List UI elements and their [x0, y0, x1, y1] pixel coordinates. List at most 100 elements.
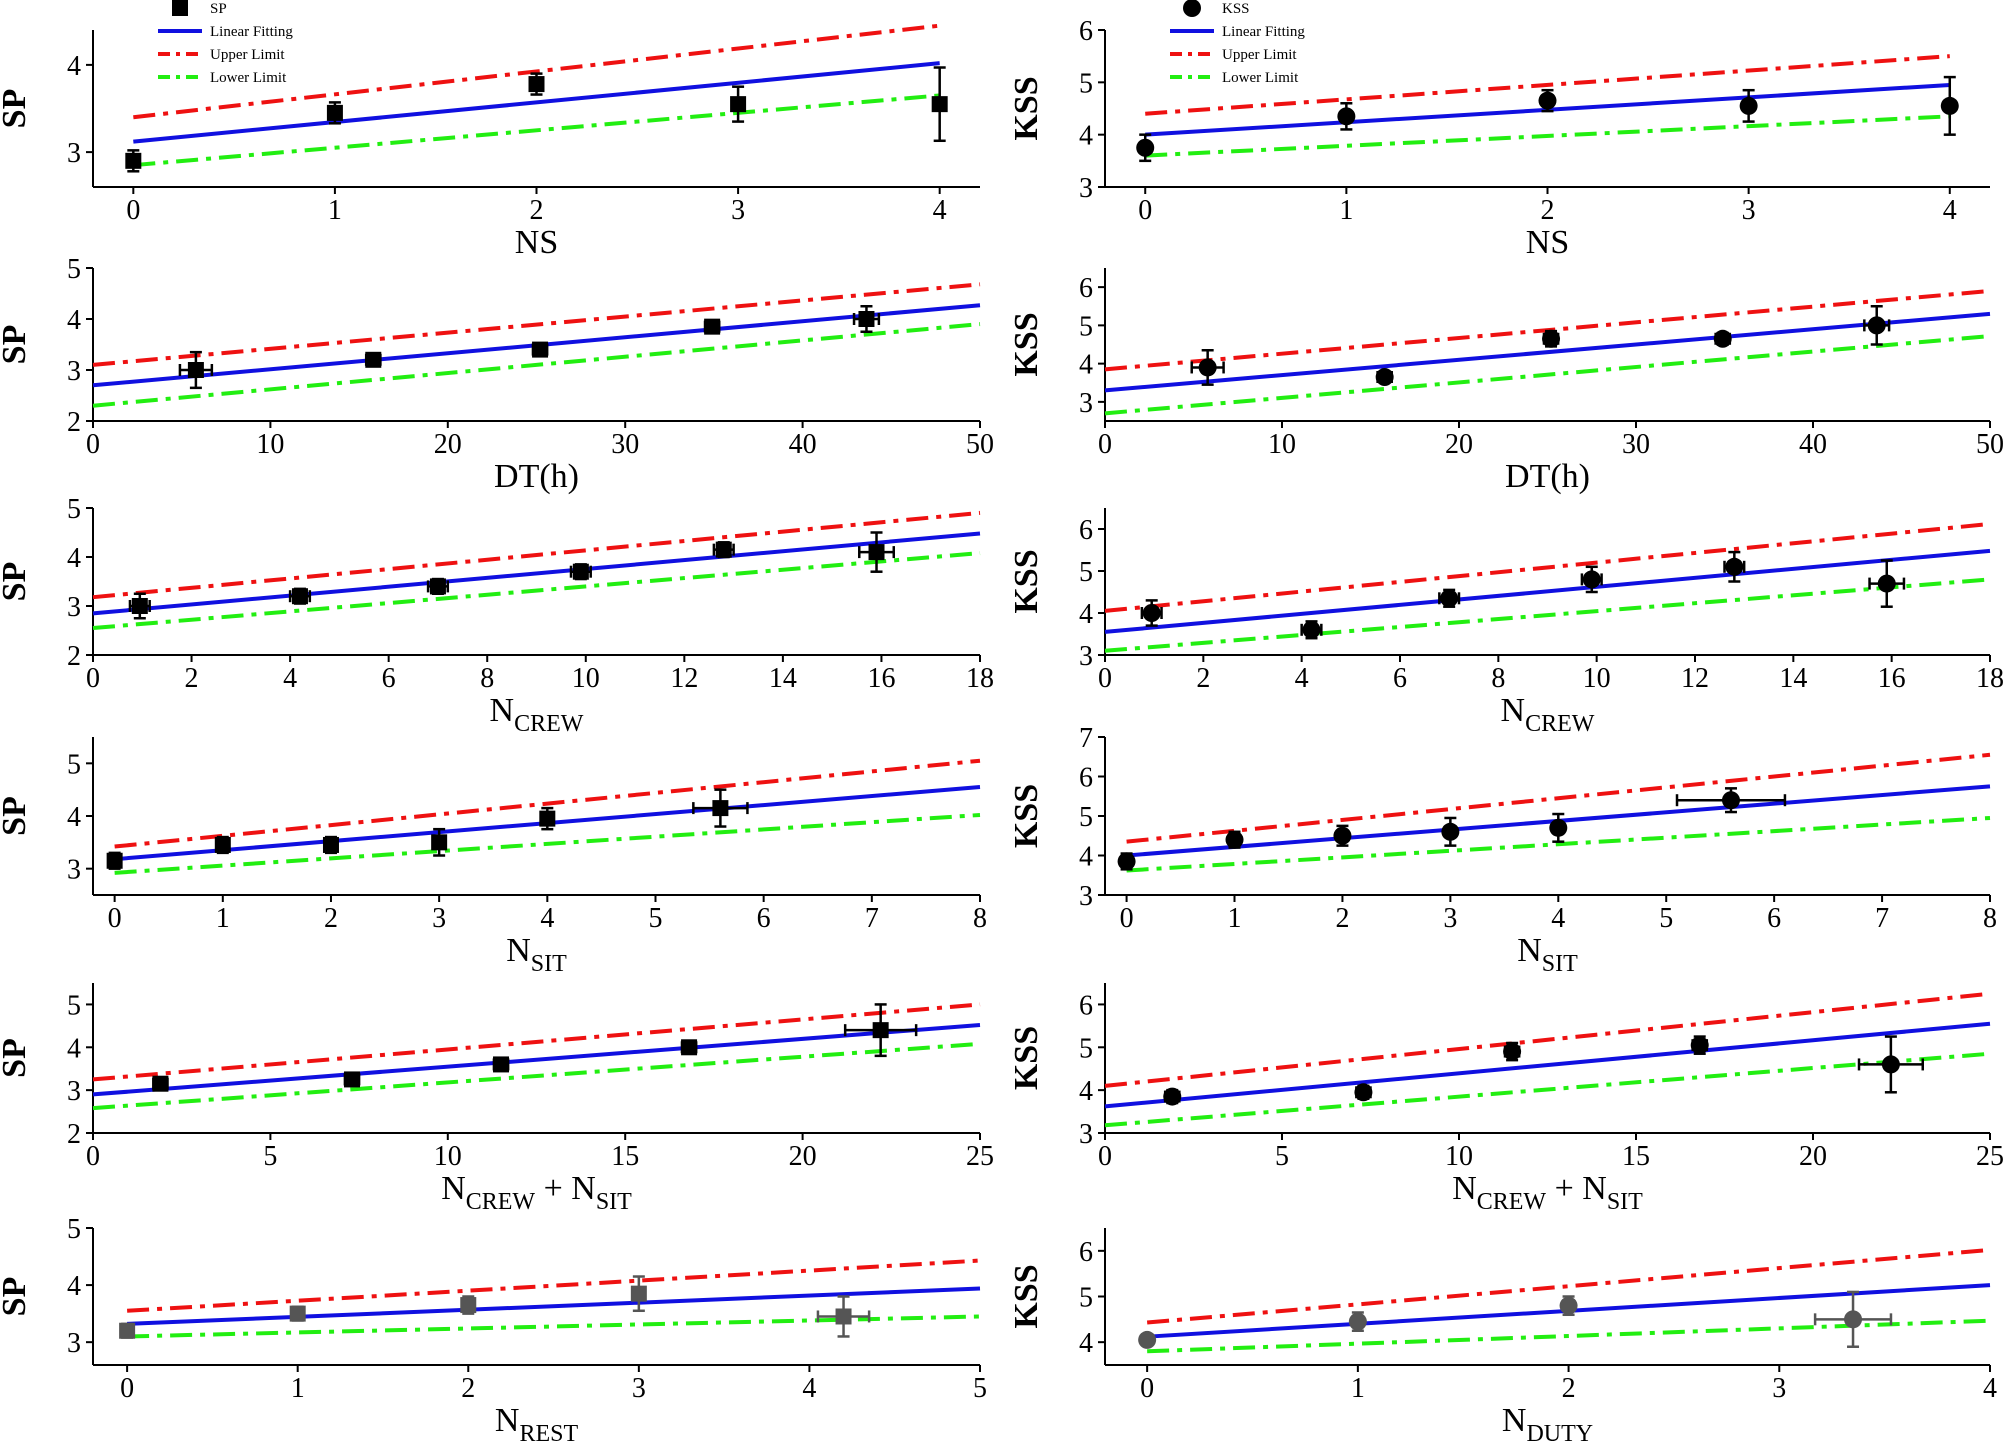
data-point: [1940, 96, 1959, 115]
data-point: [1142, 604, 1161, 622]
x-tick-label: 50: [1976, 429, 2004, 460]
data-point: [1690, 1036, 1709, 1055]
linear-fit-line: [92, 531, 981, 616]
lower-limit-line: [114, 812, 981, 875]
panel-sp-dt: 0 10 20 30 40 50 2 3 4 5 SP DT(h): [0, 254, 994, 495]
y-tick-label: 4: [1079, 1076, 1093, 1107]
x-tick-label: 1: [291, 1373, 305, 1404]
x-tick-label: 4: [283, 663, 297, 694]
data-point: [681, 1039, 698, 1056]
data-point: [291, 588, 308, 605]
x-tick-label: 30: [1622, 429, 1650, 460]
x-tick-label: 5: [1275, 1141, 1289, 1172]
x-tick-label: 1: [1228, 903, 1242, 934]
data-point: [1333, 826, 1352, 845]
data-point: [1503, 1042, 1522, 1061]
data-point: [572, 563, 589, 580]
x-tick-label: 4: [540, 903, 554, 934]
panel-sp-nsit: 0 1 2 3 4 5 6 7 8 3 4 5 SP NSIT: [0, 737, 987, 977]
x-tick-label: 7: [865, 903, 879, 934]
data-point: [1348, 1312, 1367, 1331]
y-tick-label: 3: [67, 592, 81, 623]
data-point: [1538, 91, 1557, 110]
y-tick-label: 6: [1079, 16, 1093, 47]
y-tick-label: 4: [67, 1033, 81, 1064]
data-point: [1542, 329, 1561, 348]
x-tick-label: 0: [120, 1373, 134, 1404]
x-tick-label: 3: [1772, 1373, 1786, 1404]
y-axis-label: KSS: [1008, 784, 1045, 848]
legend-label: Lower Limit: [210, 70, 287, 86]
x-axis-label: NCREW + NSIT: [1452, 1170, 1643, 1215]
x-axis-label: NCREW: [1501, 692, 1595, 737]
lower-limit-line: [92, 322, 981, 408]
y-tick-label: 6: [1079, 1237, 1093, 1268]
x-tick-label: 8: [973, 903, 987, 934]
x-axis-label: DT(h): [494, 458, 579, 495]
y-tick-label: 3: [67, 855, 81, 886]
y-tick-label: 7: [1079, 723, 1093, 754]
linear-fit-line: [1104, 548, 1991, 634]
data-point: [1337, 107, 1356, 126]
data-point: [214, 836, 231, 853]
x-tick-label: 6: [382, 663, 396, 694]
x-tick-label: 10: [256, 429, 284, 460]
x-tick-label: 0: [1098, 1141, 1112, 1172]
x-tick-label: 10: [1445, 1141, 1473, 1172]
data-point: [715, 541, 732, 558]
x-axis-label: NS: [1526, 224, 1569, 261]
x-tick-label: 20: [789, 1141, 817, 1172]
y-tick-label: 5: [1079, 311, 1093, 342]
y-tick-label: 4: [1079, 1328, 1093, 1359]
x-tick-label: 3: [731, 195, 745, 226]
data-point: [326, 104, 343, 121]
x-tick-label: 5: [648, 903, 662, 934]
y-tick-label: 5: [67, 254, 81, 285]
y-tick-label: 4: [1079, 121, 1093, 152]
data-point: [289, 1305, 306, 1322]
x-axis-label: NSIT: [1517, 932, 1578, 977]
x-tick-label: 12: [670, 663, 698, 694]
legend-label: Upper Limit: [210, 47, 285, 63]
upper-limit-line: [1104, 521, 1991, 613]
x-tick-label: 2: [1562, 1373, 1576, 1404]
panel-kss-dt: 0 10 20 30 40 50 3 4 5 6 KSS DT(h): [1008, 268, 2004, 495]
panel-sp-ncrew-nsit: 0 5 10 15 20 25 2 3 4 5 SP NCREW + NSIT: [0, 983, 994, 1215]
y-tick-label: 6: [1079, 763, 1093, 794]
y-tick-label: 5: [1079, 1033, 1093, 1064]
x-tick-label: 5: [973, 1373, 987, 1404]
lower-limit-line: [92, 551, 981, 631]
x-tick-label: 4: [1295, 663, 1309, 694]
data-point: [493, 1056, 510, 1073]
lower-limit-line: [1104, 577, 1991, 653]
y-tick-label: 3: [67, 1328, 81, 1359]
linear-fit-line: [133, 61, 940, 144]
data-point: [532, 341, 549, 358]
x-tick-label: 7: [1875, 903, 1889, 934]
y-tick-label: 4: [1079, 350, 1093, 381]
x-tick-label: 0: [1098, 429, 1112, 460]
y-tick-label: 3: [67, 356, 81, 387]
y-tick-label: 4: [67, 543, 81, 574]
data-point: [344, 1071, 361, 1088]
x-tick-label: 6: [757, 903, 771, 934]
data-point: [1582, 570, 1601, 589]
lower-limit-line: [133, 93, 940, 168]
x-tick-label: 10: [1268, 429, 1296, 460]
legend-label: SP: [210, 1, 227, 17]
upper-limit-line: [133, 23, 940, 120]
panel-sp-ns: 0 1 2 3 4 3 4 SP NS SP Linear Fitting Upper Limit Lo…: [0, 0, 980, 261]
y-axis-label: SP: [0, 1277, 33, 1317]
x-tick-label: 1: [1351, 1373, 1365, 1404]
data-point: [1844, 1310, 1863, 1329]
x-tick-label: 12: [1681, 663, 1709, 694]
data-point: [119, 1322, 136, 1339]
panel-kss-ncrew: 0 2 4 6 8 10 12 14 16 18 3 4 5 6 KSS NCREW: [1008, 508, 2004, 737]
x-tick-label: 2: [324, 903, 338, 934]
x-tick-label: 0: [126, 195, 140, 226]
lower-limit-line: [1104, 334, 1991, 416]
x-tick-label: 20: [1799, 1141, 1827, 1172]
upper-limit-line: [1104, 991, 1991, 1088]
